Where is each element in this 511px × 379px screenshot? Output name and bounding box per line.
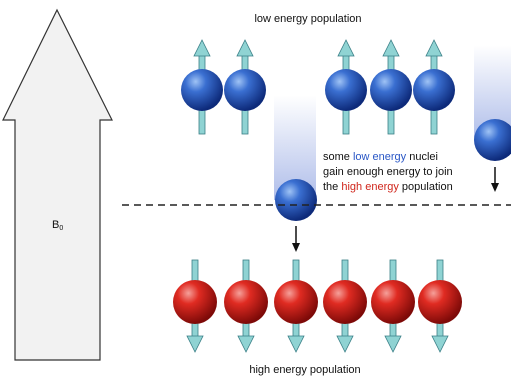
text: low energy (353, 151, 407, 163)
top-label: low energy population (254, 13, 361, 25)
text: high energy (341, 181, 399, 193)
text: 0 (59, 225, 63, 232)
note: some low energy nuclei (323, 151, 438, 163)
text: nuclei (406, 151, 438, 163)
text: some (323, 151, 353, 163)
diagram: B0 low energy population high energy pop… (0, 0, 511, 379)
note: the high energy population (323, 181, 453, 193)
text: the (323, 181, 341, 193)
text: B (52, 219, 59, 231)
low-spins (181, 40, 455, 134)
field-arrow (3, 10, 112, 360)
bottom-label: high energy population (249, 364, 360, 376)
note: gain enough energy to join (323, 166, 453, 178)
high-spins (173, 260, 462, 352)
text: population (399, 181, 453, 193)
